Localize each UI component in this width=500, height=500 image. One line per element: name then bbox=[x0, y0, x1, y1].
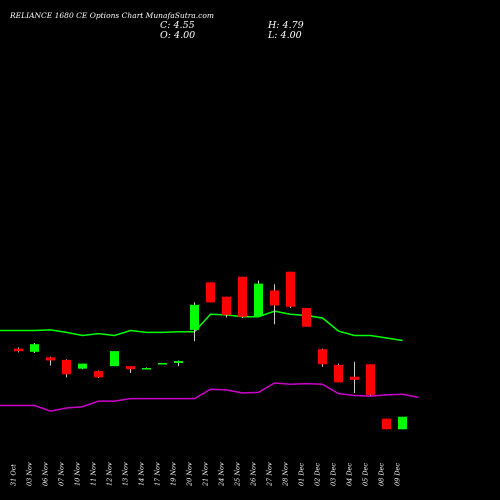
candle bbox=[382, 418, 391, 430]
candle bbox=[334, 363, 343, 383]
candle-body bbox=[366, 364, 375, 395]
candle bbox=[62, 359, 71, 378]
x-tick-label: 03 Nov bbox=[26, 462, 34, 486]
candle-body bbox=[382, 418, 391, 430]
candle-body bbox=[254, 283, 263, 317]
x-tick-label: 06 Nov bbox=[42, 462, 50, 486]
candle bbox=[238, 276, 247, 318]
close-label: C: bbox=[160, 20, 171, 31]
candle-body bbox=[238, 276, 247, 317]
candle-body bbox=[190, 304, 199, 330]
candle bbox=[142, 367, 151, 370]
open-label: O: bbox=[160, 30, 171, 41]
x-tick-label: 02 Dec bbox=[314, 463, 322, 486]
candle bbox=[14, 347, 23, 353]
candle bbox=[126, 366, 135, 373]
candle bbox=[174, 360, 183, 367]
candle-body bbox=[398, 416, 407, 430]
high-label: H: bbox=[268, 20, 280, 31]
x-tick-label: 03 Dec bbox=[330, 463, 338, 486]
upper-band-line bbox=[0, 310, 403, 342]
x-tick-label: 28 Nov bbox=[282, 462, 290, 487]
x-tick-label: 19 Nov bbox=[170, 462, 178, 486]
candle bbox=[318, 348, 327, 367]
x-tick-label: 31 Oct bbox=[10, 464, 18, 486]
candle bbox=[190, 302, 199, 342]
candle-body bbox=[126, 366, 135, 370]
x-tick-label: 11 Nov bbox=[90, 462, 98, 486]
candle-body bbox=[158, 363, 167, 365]
candle bbox=[302, 308, 311, 327]
high-value: 4.79 bbox=[282, 20, 304, 31]
x-tick-label: 20 Nov bbox=[186, 462, 194, 487]
x-tick-label: 01 Dec bbox=[298, 463, 306, 486]
x-tick-label: 07 Nov bbox=[58, 462, 66, 486]
candle bbox=[286, 271, 295, 308]
x-tick-label: 04 Dec bbox=[346, 463, 354, 486]
candle-body bbox=[142, 368, 151, 370]
chart-title: RELIANCE 1680 CE Options Chart MunafaSut… bbox=[10, 11, 214, 20]
x-tick-label: 27 Nov bbox=[266, 462, 274, 487]
low-value: 4.00 bbox=[280, 30, 302, 41]
candle-body bbox=[30, 344, 39, 352]
open-value: 4.00 bbox=[174, 30, 196, 41]
lower-band-line bbox=[0, 382, 419, 412]
candle bbox=[350, 361, 359, 393]
low-label: L: bbox=[268, 30, 278, 41]
candle-body bbox=[174, 361, 183, 363]
candle-body bbox=[78, 363, 87, 369]
candle bbox=[94, 370, 103, 378]
candle-body bbox=[286, 271, 295, 307]
candle-body bbox=[14, 348, 23, 352]
x-tick-label: 05 Dec bbox=[362, 463, 370, 486]
candle bbox=[46, 356, 55, 366]
candle-body bbox=[334, 364, 343, 383]
close-value: 4.55 bbox=[173, 20, 195, 31]
candle-body bbox=[110, 351, 119, 367]
x-tick-label: 14 Nov bbox=[138, 462, 146, 486]
x-tick-label: 21 Nov bbox=[202, 462, 210, 487]
candle bbox=[158, 363, 167, 365]
candle-body bbox=[206, 282, 215, 303]
candle bbox=[366, 364, 375, 396]
low-readout: L: 4.00 bbox=[268, 30, 302, 41]
high-readout: H: 4.79 bbox=[268, 20, 304, 31]
candle bbox=[398, 416, 407, 430]
candle bbox=[110, 351, 119, 367]
candle-body bbox=[302, 308, 311, 327]
x-tick-label: 24 Nov bbox=[218, 462, 226, 487]
x-tick-label: 09 Dec bbox=[394, 463, 402, 486]
lower-band-polyline bbox=[0, 382, 419, 412]
open-readout: O: 4.00 bbox=[160, 30, 195, 41]
x-tick-label: 08 Dec bbox=[378, 463, 386, 486]
close-readout: C: 4.55 bbox=[160, 20, 195, 31]
candle bbox=[30, 343, 39, 353]
candle-body bbox=[62, 359, 71, 375]
upper-band-polyline bbox=[0, 310, 403, 342]
x-tick-label: 13 Nov bbox=[122, 462, 130, 486]
candle bbox=[254, 280, 263, 317]
candle-body bbox=[270, 290, 279, 306]
candle-body bbox=[222, 296, 231, 315]
candle bbox=[206, 282, 215, 303]
candle bbox=[78, 363, 87, 370]
candle bbox=[222, 296, 231, 318]
x-tick-label: 12 Nov bbox=[106, 462, 114, 486]
candles-group bbox=[14, 271, 407, 430]
x-tick-label: 17 Nov bbox=[154, 462, 162, 486]
candle-body bbox=[46, 357, 55, 361]
candle-body bbox=[318, 349, 327, 365]
candle-body bbox=[350, 376, 359, 380]
x-tick-label: 25 Nov bbox=[234, 462, 242, 487]
x-axis-ticks: 31 Oct 03 Nov 06 Nov 07 Nov 10 Nov 11 Nov 12 N… bbox=[10, 462, 402, 487]
x-tick-label: 10 Nov bbox=[74, 462, 82, 486]
candle-body bbox=[94, 371, 103, 378]
candle bbox=[270, 284, 279, 325]
x-tick-label: 26 Nov bbox=[250, 462, 258, 487]
